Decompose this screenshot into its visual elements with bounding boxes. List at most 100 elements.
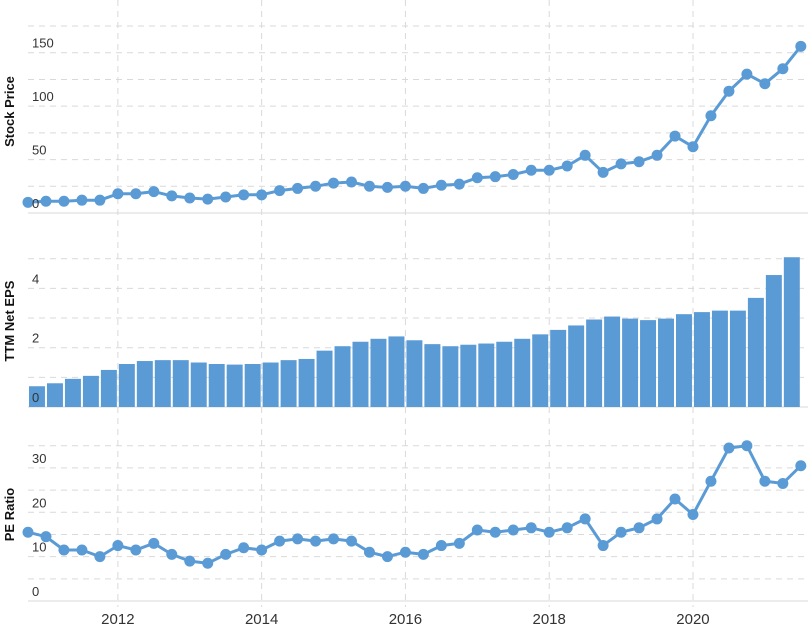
eps-bar	[29, 386, 45, 407]
panel-0-data-point	[310, 180, 322, 192]
panel-0-data-point	[723, 85, 735, 97]
panel-0-data-point	[651, 149, 663, 161]
panel-0-y-axis-label: Stock Price	[2, 76, 17, 147]
eps-bar	[514, 338, 531, 407]
panel-2-data-point	[256, 544, 268, 556]
eps-bar	[747, 297, 764, 407]
panel-0-data-point	[328, 177, 340, 189]
eps-bar	[783, 257, 800, 407]
panel-2-data-point	[238, 542, 250, 554]
x-tick-label: 2016	[389, 611, 422, 628]
panel-0-data-point	[543, 164, 555, 176]
eps-bar	[388, 336, 405, 407]
panel-2-data-point	[220, 548, 232, 560]
panel-0-data-point	[94, 194, 106, 206]
eps-bar	[604, 316, 621, 407]
panel-2-data-point	[166, 548, 178, 560]
panel-0-data-point	[238, 189, 250, 201]
panel-2-data-point	[399, 546, 411, 558]
panel-0-y-tick-label: 100	[32, 89, 54, 104]
eps-bar	[136, 361, 153, 407]
data-marks-layer	[22, 40, 807, 569]
panel-2-data-point	[759, 475, 771, 487]
panel-2-data-point	[633, 522, 645, 534]
panel-2-data-point	[363, 546, 375, 558]
eps-bar	[550, 329, 567, 407]
panel-0-data-point	[453, 178, 465, 190]
panel-2-data-point	[40, 531, 52, 543]
panel-0-data-point	[256, 189, 268, 201]
x-tick-label: 2012	[101, 611, 134, 628]
panel-0-y-tick-label: 50	[32, 143, 46, 158]
eps-bar	[208, 364, 225, 407]
panel-0-data-point	[58, 195, 70, 207]
eps-bar	[118, 364, 135, 407]
panel-2-data-point	[22, 526, 34, 538]
panel-0-data-point	[489, 171, 501, 183]
panel-2-data-point	[723, 442, 735, 454]
panel-0-data-point	[148, 186, 160, 198]
panel-0-data-point	[40, 195, 52, 207]
panel-0-data-point	[166, 190, 178, 202]
panel-2-data-point	[687, 509, 699, 520]
panel-2-data-point	[130, 544, 142, 556]
panel-2-data-point	[148, 537, 160, 549]
panel-2-y-tick-label: 20	[32, 495, 46, 510]
eps-bar	[226, 364, 243, 407]
eps-bar	[262, 362, 279, 407]
eps-bar	[334, 346, 351, 407]
panel-0-data-point	[777, 63, 789, 75]
panel-2-data-point	[310, 535, 322, 547]
panel-2-data-point	[507, 524, 519, 536]
panel-2-data-point	[453, 537, 465, 549]
eps-bar	[729, 310, 746, 407]
eps-bar	[424, 344, 441, 407]
eps-bar	[765, 275, 782, 407]
panel-0-data-point	[741, 68, 753, 80]
panel-2-data-point	[561, 522, 573, 534]
panel-2-data-point	[112, 540, 124, 552]
eps-bar	[100, 369, 117, 407]
panel-0-data-point	[184, 192, 196, 204]
eps-bar	[298, 358, 315, 407]
panel-0-data-point	[112, 188, 124, 200]
panel-0-data-point	[759, 78, 771, 90]
panel-0-data-point	[202, 193, 214, 205]
panel-2-data-point	[274, 535, 286, 547]
eps-bar	[442, 346, 459, 407]
panel-2-data-point	[741, 440, 753, 452]
eps-bar	[64, 378, 81, 407]
panel-0-data-point	[399, 180, 411, 192]
eps-bar	[711, 310, 728, 407]
panel-2-data-point	[346, 535, 358, 547]
panel-2-data-point	[328, 533, 340, 545]
panel-2-data-point	[597, 540, 609, 552]
panel-2-data-point	[489, 526, 501, 538]
eps-bar	[460, 344, 477, 407]
eps-bar	[622, 318, 639, 407]
eps-bar	[496, 341, 513, 407]
panel-2-data-point	[58, 544, 70, 556]
panel-2-data-point	[651, 513, 663, 525]
panel-0-data-point	[597, 166, 609, 178]
panel-2-y-tick-label: 10	[32, 540, 46, 555]
panel-2-data-point	[94, 551, 106, 563]
eps-bar	[478, 343, 495, 407]
panel-0-data-point	[22, 196, 34, 208]
panel-0-data-point	[417, 182, 429, 194]
panel-0-data-point	[76, 194, 88, 206]
panel-0-data-point	[363, 180, 375, 192]
eps-bar	[190, 362, 207, 407]
panel-0-data-point	[435, 179, 447, 191]
panel-2-data-point	[435, 540, 447, 552]
panel-2-data-point	[543, 526, 555, 538]
panel-2-data-point	[184, 555, 196, 567]
eps-bar	[352, 341, 369, 407]
panel-2-data-point	[417, 548, 429, 560]
eps-bar	[46, 383, 63, 407]
eps-bar	[586, 319, 603, 407]
panel-0-data-point	[687, 141, 699, 153]
panel-0-data-point	[579, 149, 591, 161]
panel-2-data-point	[381, 551, 393, 563]
panel-0-y-tick-label: 0	[32, 196, 39, 211]
